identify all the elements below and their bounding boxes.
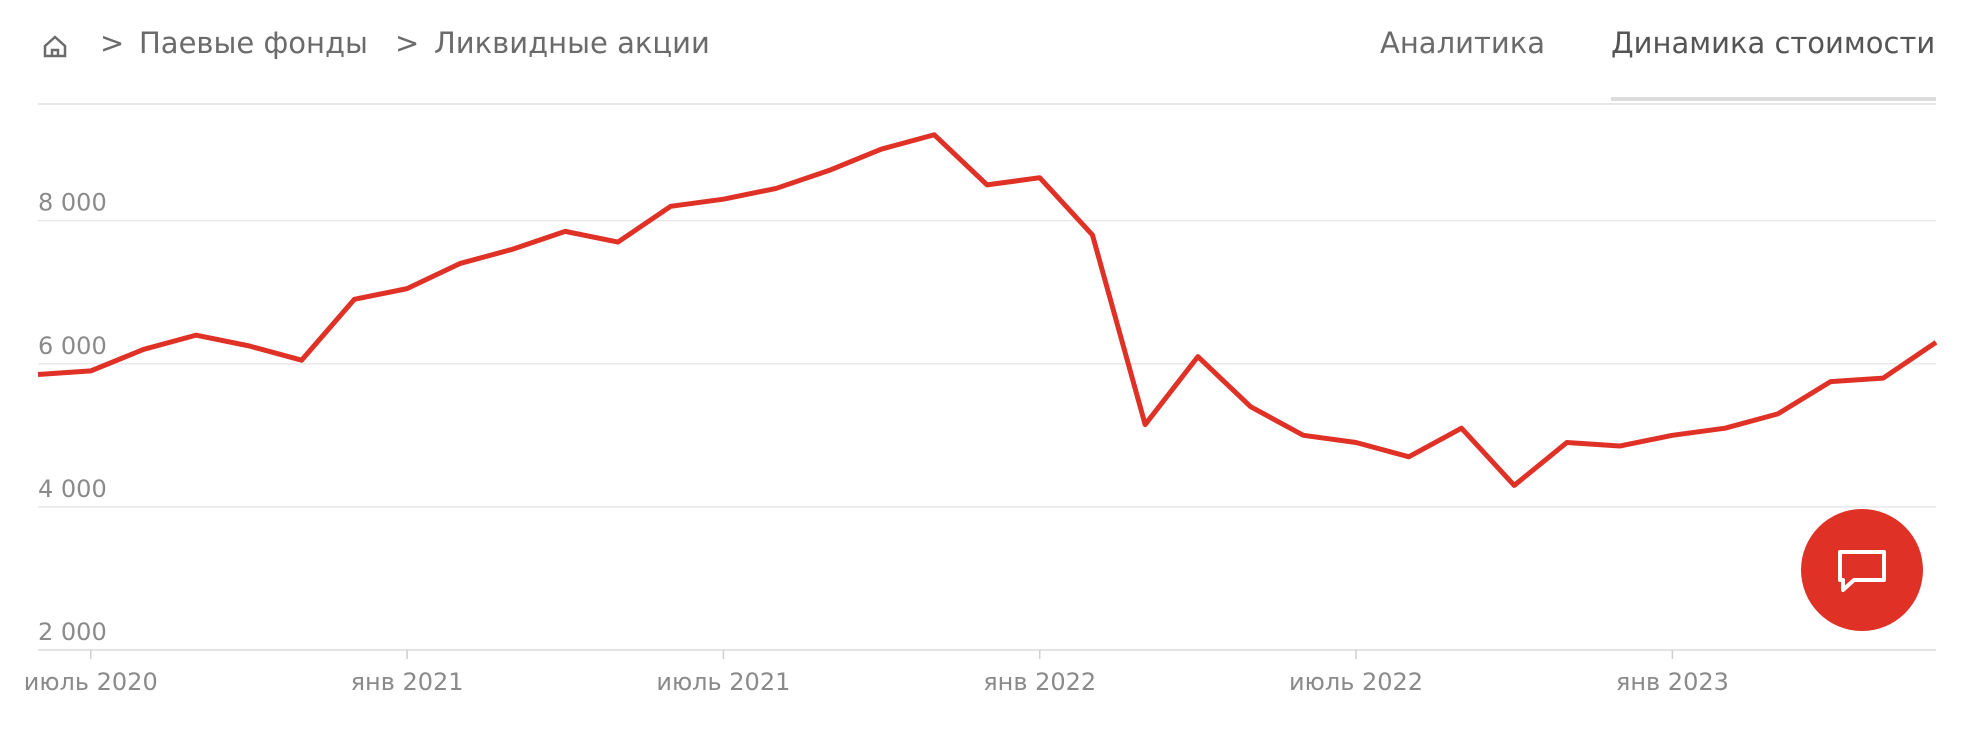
separator: >	[100, 26, 124, 60]
y-tick-label: 2 000	[38, 618, 107, 646]
x-tick-label: июль 2020	[24, 668, 158, 696]
x-tick-label: июль 2022	[1289, 668, 1423, 696]
tab-active[interactable]: Динамика стоимости	[1611, 26, 1935, 60]
chart: 2 000 4 000 6 000 8 000 июль 2020 янв 2021 июл…	[24, 132, 1938, 696]
home-icon[interactable]	[43, 35, 67, 58]
y-tick-label: 8 000	[38, 189, 107, 217]
y-tick-label: 4 000	[38, 475, 107, 503]
x-tick-label: янв 2023	[1616, 668, 1729, 696]
x-tick-label: янв 2021	[351, 668, 464, 696]
x-tick-label: янв 2022	[983, 668, 1096, 696]
tab[interactable]: Аналитика	[1380, 26, 1545, 60]
price-line	[37, 132, 1938, 488]
separator: >	[395, 26, 419, 60]
x-tick-label: июль 2021	[656, 668, 790, 696]
chat-button[interactable]	[1801, 509, 1923, 631]
y-tick-label: 6 000	[38, 332, 107, 360]
breadcrumb[interactable]: Ликвидные акции	[434, 26, 710, 60]
breadcrumb[interactable]: Паевые фонды	[139, 26, 368, 60]
